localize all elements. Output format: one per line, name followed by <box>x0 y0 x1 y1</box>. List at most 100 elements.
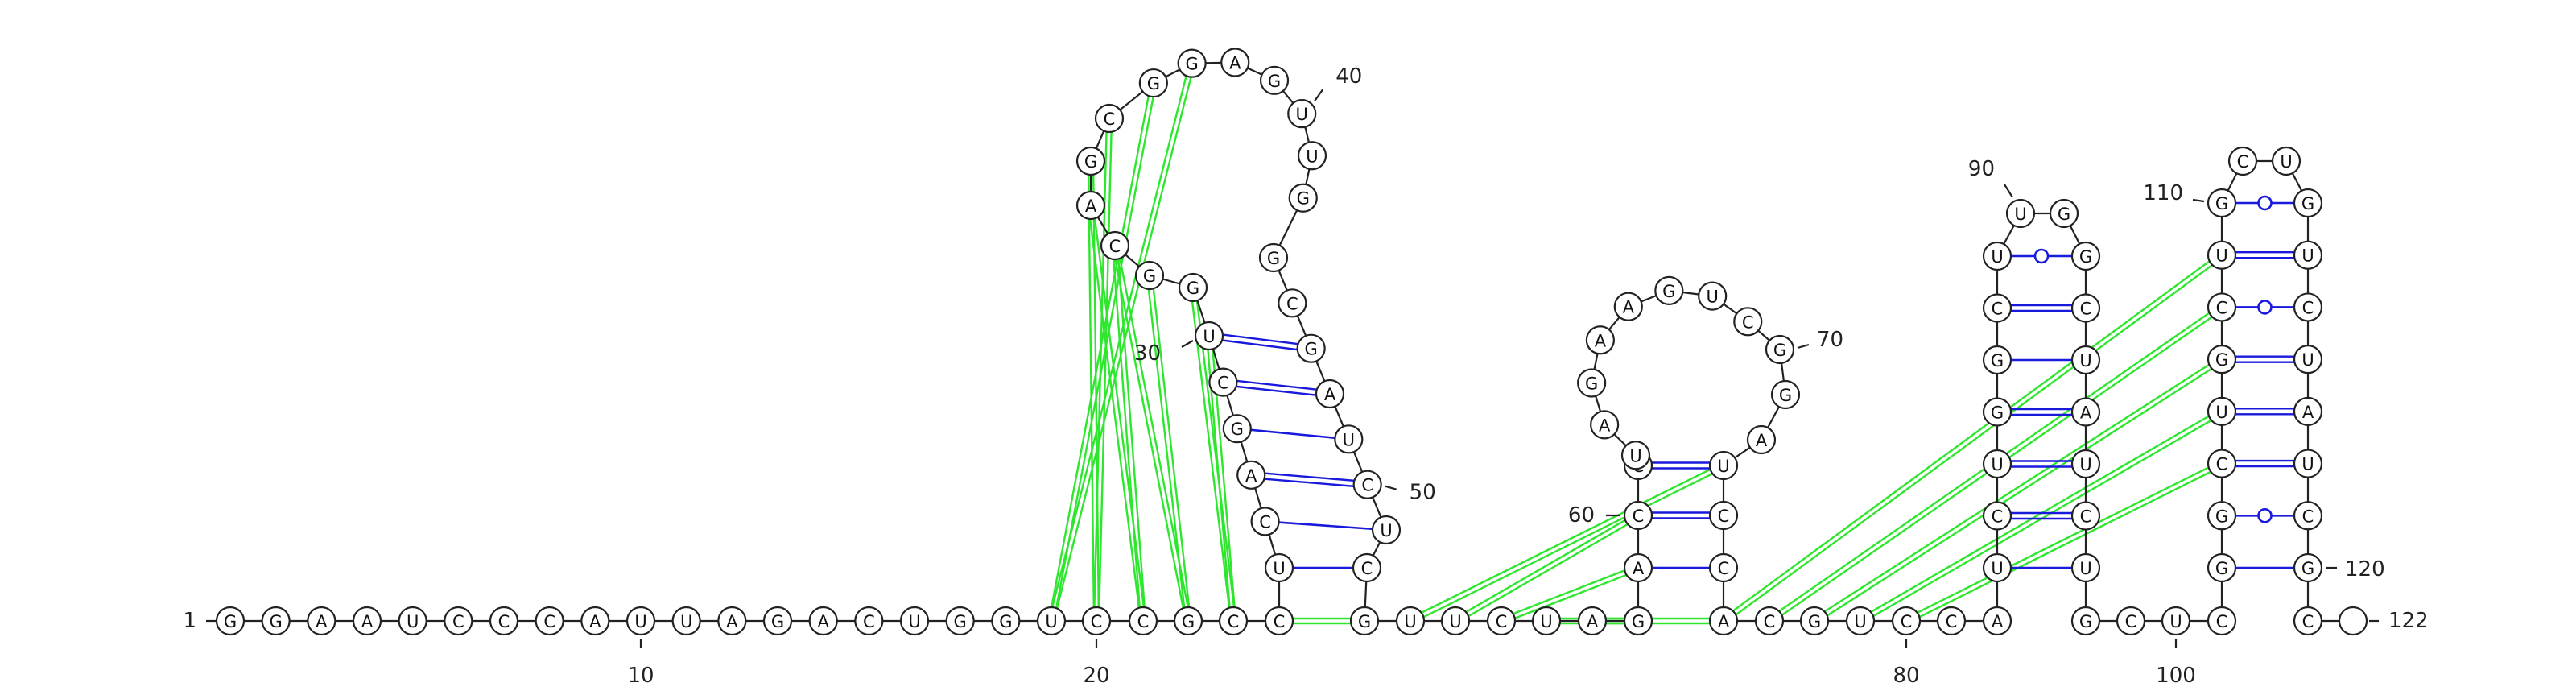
nucleotide-letter-52: G <box>1358 612 1371 631</box>
nucleotide-letter-41: U <box>1296 105 1308 124</box>
nucleotide-122 <box>2338 606 2368 636</box>
nucleotide-letter-83: U <box>1991 559 2003 578</box>
nucleotide-letter-5: U <box>407 612 419 631</box>
nucleotide-letter-104: G <box>2215 507 2228 526</box>
nucleotide-103: G <box>2207 552 2237 583</box>
nucleotide-letter-2: G <box>270 612 283 631</box>
number-label-60: 60 <box>1568 503 1595 528</box>
nucleotide-30: U <box>1194 321 1224 351</box>
number-label-120: 120 <box>2345 557 2385 581</box>
nucleotide-118: U <box>2293 449 2323 478</box>
number-label-10: 10 <box>627 664 654 688</box>
nucleotide-letter-79: U <box>1854 612 1866 631</box>
number-label-70: 70 <box>1817 328 1843 352</box>
nucleotide-letter-32: G <box>1143 267 1156 286</box>
nucleotide-letter-86: G <box>1991 403 2004 423</box>
nucleotide-68: U <box>1698 281 1728 311</box>
nucleotide-letter-69: C <box>1742 312 1754 332</box>
nucleotide-letter-59: A <box>1633 559 1645 578</box>
nucleotide-letter-48: U <box>1343 430 1355 449</box>
nucleotide-5: U <box>398 606 427 636</box>
nucleotide-letter-75: C <box>1718 559 1730 578</box>
nucleotide-letter-18: G <box>999 612 1012 631</box>
nucleotide-letter-80: C <box>1901 612 1913 631</box>
nucleotide-letter-76: A <box>1718 612 1730 631</box>
pseudoknot-21-34 <box>1087 205 1147 622</box>
nucleotide-letter-8: C <box>543 612 555 631</box>
nucleotide-4: A <box>352 606 382 636</box>
nucleotide-95: A <box>2070 397 2101 427</box>
pseudoknot-57-76 <box>1592 617 1724 625</box>
nucleotide-39: A <box>1220 48 1250 77</box>
base-pair-29-47 <box>1222 378 1331 398</box>
base-pair-28-48 <box>1236 427 1349 441</box>
nucleotide-letter-92: G <box>2079 247 2092 267</box>
nucleotide-93: C <box>2070 293 2101 323</box>
nucleotide-letter-13: G <box>771 612 784 631</box>
nucleotide-letter-56: U <box>1540 612 1552 631</box>
base-pair-85-96 <box>1997 460 2086 468</box>
base-pair-107-116 <box>2222 355 2308 363</box>
nucleotide-45: C <box>1278 288 1307 318</box>
nucleotide-110: G <box>2207 188 2237 218</box>
number-label-30: 30 <box>1134 341 1161 366</box>
nucleotide-121: C <box>2293 606 2323 636</box>
nucleotide-22: G <box>1173 606 1203 636</box>
nucleotide-72: A <box>1746 424 1777 455</box>
nucleotide-55: C <box>1486 606 1517 636</box>
nucleotide-36: C <box>1094 103 1125 134</box>
nucleotide-69: C <box>1733 307 1763 337</box>
nucleotide-25: U <box>1264 552 1294 583</box>
nucleotide-88: C <box>1982 293 2013 323</box>
nucleotide-107: G <box>2207 345 2237 374</box>
nucleotide-57: A <box>1577 606 1608 636</box>
nucleotide-53: U <box>1395 606 1426 636</box>
nucleotide-letter-40: G <box>1268 72 1281 91</box>
nucleotide-24: C <box>1264 606 1294 636</box>
nucleotide-50: U <box>1371 515 1402 545</box>
nucleotide-109: U <box>2207 240 2237 270</box>
nucleotide-letter-90: U <box>2014 205 2026 224</box>
nucleotide-35: G <box>1075 146 1106 176</box>
nucleotide-120: G <box>2293 552 2323 583</box>
nucleotide-letter-109: U <box>2215 246 2227 266</box>
pseudoknot-80-105 <box>1905 460 2223 624</box>
base-pair-88-93 <box>1997 304 2086 312</box>
nucleotide-letter-15: C <box>863 612 875 631</box>
base-pair-109-114 <box>2222 251 2308 259</box>
nucleotide-letter-121: C <box>2302 612 2314 631</box>
nucleotide-73: U <box>1708 450 1739 481</box>
nucleotide-79: U <box>1845 606 1876 636</box>
nucleotide-letter-58: G <box>1632 612 1645 631</box>
number-tick-70 <box>1797 343 1810 350</box>
nucleotide-59: A <box>1623 552 1653 583</box>
nucleotide-letter-38: G <box>1185 55 1198 74</box>
nucleotide-letter-118: U <box>2301 455 2314 474</box>
nucleotide-letter-27: A <box>1245 466 1257 486</box>
nucleotide-letter-115: C <box>2302 298 2314 317</box>
nucleotide-letter-50: U <box>1380 521 1392 540</box>
nucleotide-115: C <box>2293 292 2323 322</box>
nucleotide-letter-120: G <box>2301 559 2314 578</box>
nucleotide-27: A <box>1236 460 1266 490</box>
nucleotide-32: G <box>1134 260 1165 291</box>
nucleotide-108: C <box>2207 292 2237 322</box>
nucleotide-104: G <box>2207 501 2237 531</box>
nucleotide-letter-47: A <box>1324 385 1336 404</box>
nucleotide-7: C <box>489 606 519 636</box>
nucleotide-6: C <box>444 606 473 636</box>
nucleotide-letter-57: A <box>1587 612 1599 631</box>
nucleotide-63: A <box>1590 410 1620 440</box>
nucleotide-28: G <box>1222 414 1252 444</box>
nucleotide-48: U <box>1334 424 1364 454</box>
nucleotide-10: U <box>625 606 656 636</box>
nucleotide-letter-53: U <box>1404 612 1416 631</box>
nucleotide-2: G <box>261 606 291 636</box>
nucleotide-21: C <box>1128 606 1158 636</box>
nucleotide-letter-54: U <box>1449 612 1461 631</box>
nucleotide-106: U <box>2207 396 2237 426</box>
pseudoknot-20-35 <box>1087 160 1100 622</box>
nucleotide-letter-110: G <box>2215 194 2228 213</box>
nucleotide-89: U <box>1982 241 2013 271</box>
